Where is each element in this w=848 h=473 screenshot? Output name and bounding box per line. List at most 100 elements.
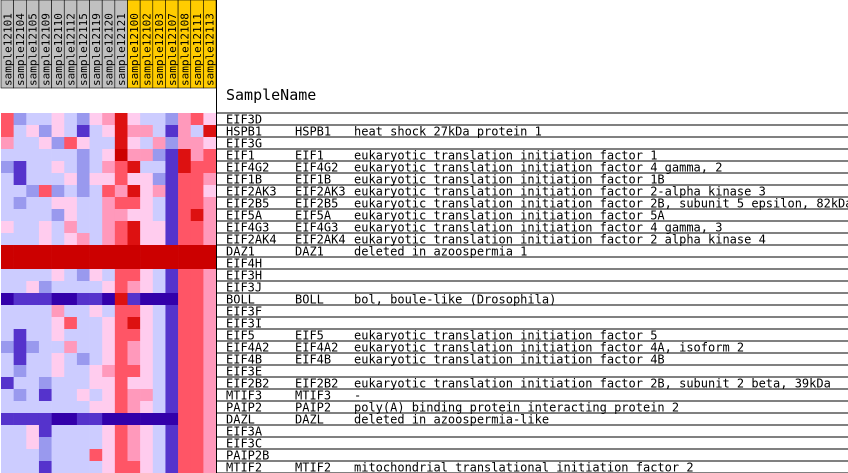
- heatmap-cell: [1, 353, 14, 366]
- heatmap-cell: [1, 413, 14, 426]
- heatmap-cell: [1, 137, 14, 150]
- heatmap-cell: [38, 317, 52, 330]
- heatmap-cell: [38, 221, 52, 234]
- sample-name: sample12110: [52, 13, 65, 86]
- heatmap-cell: [13, 281, 27, 294]
- heatmap-cell: [1, 293, 14, 306]
- heatmap-cell: [190, 233, 204, 246]
- row-probe-label: EIF2B2: [226, 377, 269, 391]
- heatmap-cell: [1, 113, 14, 126]
- heatmap-cell: [178, 413, 192, 426]
- heatmap-cell: [114, 425, 128, 438]
- heatmap-cell: [26, 437, 40, 450]
- heatmap-cell: [13, 377, 27, 390]
- heatmap-cell: [102, 413, 116, 426]
- heatmap-cell: [178, 425, 192, 438]
- heatmap-cell: [38, 377, 52, 390]
- heatmap-cell: [26, 365, 40, 378]
- heatmap-cell: [102, 353, 116, 366]
- heatmap-cell: [127, 389, 141, 402]
- heatmap-cell: [76, 257, 90, 270]
- row-description: eukaryotic translation initiation factor…: [354, 149, 657, 163]
- heatmap-cell: [203, 413, 217, 426]
- heatmap-cell: [38, 293, 52, 306]
- heatmap-cell: [203, 161, 217, 174]
- heatmap-cell: [127, 245, 141, 258]
- heatmap-cell: [64, 257, 78, 270]
- heatmap-cell: [165, 317, 179, 330]
- heatmap-cell: [89, 305, 103, 318]
- row-probe-label: EIF3I: [226, 317, 262, 331]
- heatmap-cell: [26, 185, 40, 198]
- heatmap-cell: [64, 341, 78, 354]
- heatmap-cell: [13, 305, 27, 318]
- heatmap-cell: [152, 317, 166, 330]
- heatmap-cell: [203, 437, 217, 450]
- heatmap-cell: [26, 377, 40, 390]
- heatmap-cell: [165, 293, 179, 306]
- heatmap-cell: [51, 341, 65, 354]
- heatmap-cell: [140, 113, 154, 126]
- heatmap-cell: [26, 161, 40, 174]
- heatmap-cell: [127, 317, 141, 330]
- heatmap-cell: [203, 113, 217, 126]
- sample-name: sample12108: [178, 13, 191, 86]
- heatmap-cell: [89, 329, 103, 342]
- row-gene-symbol: BOLL: [295, 293, 324, 307]
- sample-name: sample12103: [153, 13, 166, 86]
- heatmap-cell: [38, 341, 52, 354]
- heatmap-cell: [140, 281, 154, 294]
- row-probe-label: EIF5A: [226, 209, 263, 223]
- heatmap-cell: [165, 197, 179, 210]
- heatmap-cell: [203, 245, 217, 258]
- heatmap-cell: [26, 125, 40, 138]
- heatmap-cell: [89, 197, 103, 210]
- heatmap-cell: [38, 413, 52, 426]
- heatmap-cell: [165, 161, 179, 174]
- heatmap-cell: [38, 437, 52, 450]
- heatmap-cell: [64, 413, 78, 426]
- heatmap-cell: [114, 317, 128, 330]
- heatmap-cell: [140, 353, 154, 366]
- heatmap-cell: [51, 437, 65, 450]
- heatmap-cell: [152, 233, 166, 246]
- row-gene-symbol: EIF4A2: [295, 341, 338, 355]
- heatmap-cell: [26, 197, 40, 210]
- heatmap-cell: [102, 125, 116, 138]
- heatmap-cell: [203, 365, 217, 378]
- heatmap-cell: [64, 281, 78, 294]
- heatmap-cell: [152, 257, 166, 270]
- heatmap-cell: [178, 329, 192, 342]
- heatmap-cell: [190, 425, 204, 438]
- heatmap-cell: [140, 437, 154, 450]
- heatmap-cell: [165, 341, 179, 354]
- heatmap-cell: [38, 389, 52, 402]
- heatmap-cell: [38, 125, 52, 138]
- heatmap-cell: [152, 377, 166, 390]
- row-probe-label: EIF1: [226, 149, 255, 163]
- heatmap-cell: [76, 269, 90, 282]
- heatmap-cell: [38, 401, 52, 414]
- row-probe-label: PAIP2B: [226, 449, 269, 463]
- row-description: deleted in azoospermia 1: [354, 245, 527, 259]
- heatmap-cell: [38, 137, 52, 150]
- heatmap-cell: [165, 365, 179, 378]
- heatmap-cell: [89, 149, 103, 162]
- heatmap-cell: [1, 245, 14, 258]
- heatmap-cell: [76, 449, 90, 462]
- heatmap-cell: [26, 221, 40, 234]
- heatmap-cell: [140, 269, 154, 282]
- heatmap-cell: [102, 293, 116, 306]
- heatmap-cell: [140, 329, 154, 342]
- heatmap-cell: [127, 437, 141, 450]
- heatmap-cell: [26, 341, 40, 354]
- heatmap-cell: [165, 461, 179, 473]
- heatmap-cell: [203, 353, 217, 366]
- heatmap-cell: [178, 185, 192, 198]
- heatmap-cell: [89, 425, 103, 438]
- heatmap-cell: [102, 209, 116, 222]
- heatmap-cell: [38, 281, 52, 294]
- heatmap-cell: [114, 293, 128, 306]
- heatmap-cell: [13, 137, 27, 150]
